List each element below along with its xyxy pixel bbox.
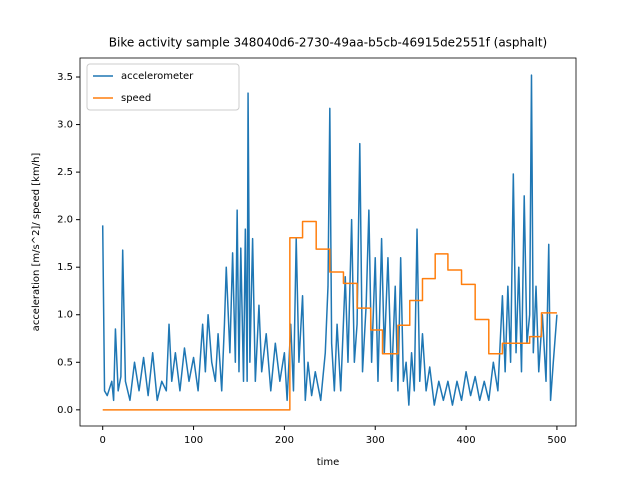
- y-tick-label: 2.0: [57, 215, 73, 226]
- y-tick-label: 0.5: [57, 357, 73, 368]
- y-tick-label: 2.5: [57, 167, 73, 178]
- legend-label: accelerometer: [121, 71, 194, 82]
- legend-box: [86, 63, 240, 111]
- x-tick-label: 0: [100, 435, 106, 446]
- x-tick-label: 200: [275, 435, 294, 446]
- chart-title: Bike activity sample 348040d6-2730-49aa-…: [109, 36, 547, 50]
- y-tick-label: 1.5: [57, 262, 73, 273]
- x-axis-label: time: [317, 457, 340, 468]
- plot-frame: [79, 57, 577, 427]
- x-tick-label: 100: [184, 435, 203, 446]
- y-tick-label: 0.0: [57, 405, 73, 416]
- y-tick-label: 3.5: [57, 72, 73, 83]
- x-tick-label: 400: [457, 435, 476, 446]
- y-tick-label: 1.0: [57, 310, 73, 321]
- legend-label: speed: [121, 93, 151, 104]
- y-tick-label: 3.0: [57, 120, 73, 131]
- y-axis-label: acceleration [m/s^2]/ speed [km/h]: [31, 153, 42, 332]
- x-tick-label: 300: [366, 435, 385, 446]
- line-series: [101, 74, 558, 406]
- x-tick-label: 500: [547, 435, 566, 446]
- line-series: [102, 220, 557, 411]
